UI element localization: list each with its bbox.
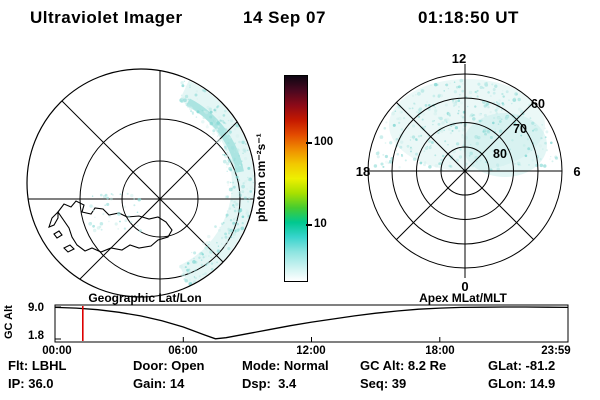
status-door: Door: Open [133, 358, 205, 373]
colorbar-tick-100 [306, 142, 312, 144]
status-ip: IP: 36.0 [8, 376, 54, 391]
colorbar-tick-label-10: 10 [314, 218, 327, 230]
latlon-grid [27, 69, 255, 297]
gcalt-tick-9: 9.0 [28, 302, 44, 314]
xtick-2359: 23:59 [541, 345, 571, 357]
time-display: 01:18:50 UT [418, 8, 519, 27]
strip-chart-frame [54, 304, 569, 343]
gcalt-tick-1_8: 1.8 [28, 330, 44, 342]
status-mode: Mode: Normal [242, 358, 329, 373]
status-flt: Flt: LBHL [8, 358, 67, 373]
aurora-speckle-geo [88, 80, 255, 286]
date-display: 14 Sep 07 [243, 8, 326, 27]
mlt-label-18: 18 [356, 164, 370, 179]
status-seq: Seq: 39 [360, 376, 407, 391]
colorbar-tick-label-100: 100 [314, 136, 334, 148]
mlt-label-0: 0 [461, 279, 468, 294]
status-gain: Gain: 14 [133, 376, 185, 391]
map-boundary [26, 68, 256, 298]
mlt-label-12: 12 [452, 51, 466, 66]
apex-caption: Apex MLat/MLT [419, 291, 507, 305]
status-glon: GLon: 14.9 [488, 376, 556, 391]
gcalt-curve [54, 306, 569, 340]
mlat-mlt-grid [367, 64, 563, 278]
xtick-0600: 06:00 [168, 345, 198, 357]
aurora-speckle-apex [373, 78, 559, 172]
app-title: Ultraviolet Imager [30, 8, 183, 27]
antarctica-coastline [48, 200, 173, 253]
colorbar [284, 75, 308, 282]
xtick-1800: 18:00 [425, 345, 455, 357]
mlat-label-60: 60 [531, 97, 545, 111]
mlat-label-70: 70 [513, 122, 527, 136]
aurora-band-bright [186, 98, 244, 173]
mlat-label-80: 80 [493, 147, 507, 161]
geo-caption: Geographic Lat/Lon [88, 291, 202, 305]
apex-polar-plot: 12 18 6 0 60 70 80 [356, 51, 581, 294]
mlt-label-6: 6 [573, 164, 580, 179]
xtick-0000: 00:00 [42, 345, 72, 357]
colorbar-label: photon cm⁻²s⁻¹ [254, 133, 268, 222]
status-glat: GLat: -81.2 [488, 358, 556, 373]
colorbar-tick-10 [306, 224, 312, 226]
status-gcalt: GC Alt: 8.2 Re [360, 358, 447, 373]
status-dsp: Dsp: 3.4 [242, 376, 297, 391]
gcalt-strip-chart [54, 304, 569, 343]
xtick-1200: 12:00 [296, 345, 326, 357]
geographic-map [26, 68, 256, 298]
